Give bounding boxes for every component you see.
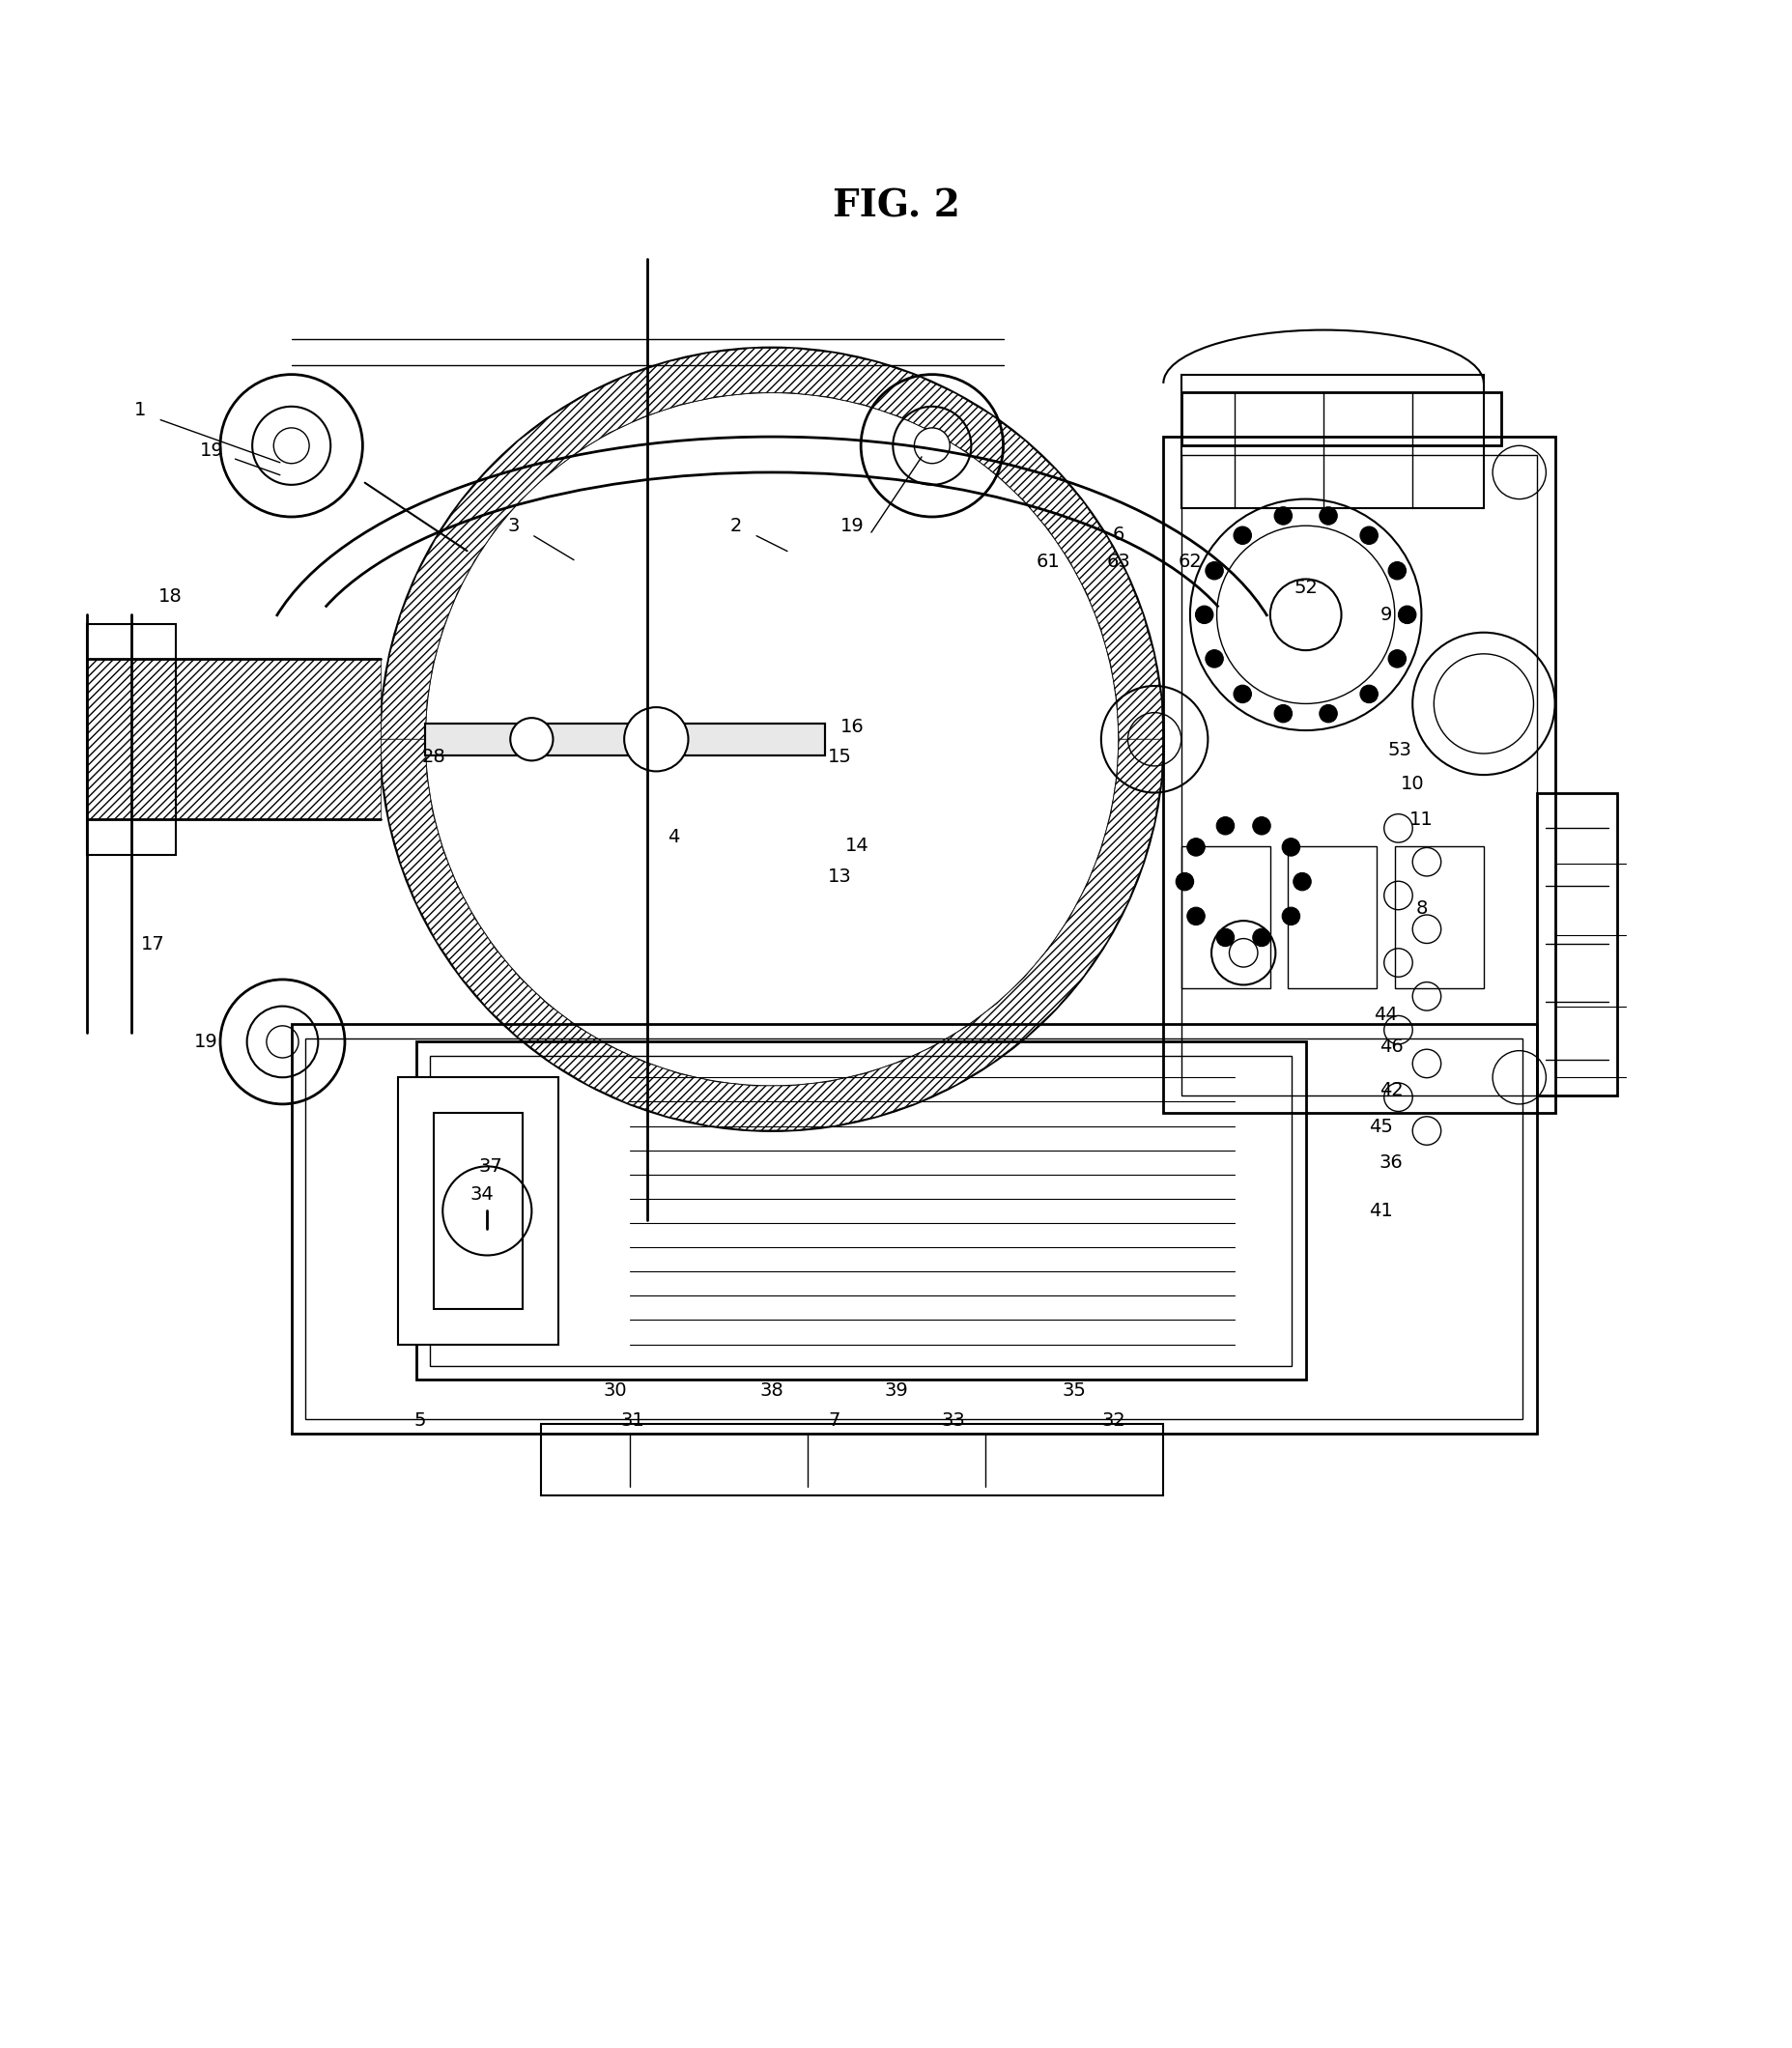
Text: 15: 15 [828,748,851,766]
Circle shape [1292,872,1310,891]
Circle shape [1176,872,1193,891]
Text: 28: 28 [421,748,446,766]
Circle shape [1215,928,1233,946]
Circle shape [267,1026,299,1059]
Bar [305,1038,1521,1419]
Text: 5: 5 [414,1411,425,1430]
Bar [1536,793,1616,1096]
Text: FIG. 2: FIG. 2 [831,188,961,225]
Text: 3: 3 [507,516,520,535]
Circle shape [1387,561,1405,580]
Text: 44: 44 [1373,1006,1398,1024]
Circle shape [1281,838,1299,856]
Text: 52: 52 [1294,580,1317,598]
Bar [86,623,176,854]
Circle shape [1195,606,1213,623]
Circle shape [511,719,552,760]
Text: 45: 45 [1367,1118,1392,1137]
Circle shape [634,719,677,760]
Circle shape [624,707,688,772]
Bar [1181,393,1500,446]
Text: 61: 61 [1036,553,1059,571]
Circle shape [1233,526,1251,545]
Text: 39: 39 [883,1382,909,1399]
Text: 8: 8 [1414,899,1426,918]
Text: 35: 35 [1063,1382,1086,1399]
Text: 11: 11 [1409,811,1432,829]
Text: 38: 38 [760,1382,783,1399]
Text: 4: 4 [668,827,679,846]
Text: 16: 16 [840,717,864,735]
Bar [1163,436,1554,1112]
Circle shape [1204,649,1222,668]
Bar [539,1425,1163,1495]
Circle shape [914,428,950,463]
Circle shape [1204,561,1222,580]
Text: 13: 13 [828,866,851,885]
Circle shape [1274,705,1292,723]
Polygon shape [86,659,380,819]
Text: 19: 19 [199,442,224,461]
Bar [1394,846,1484,989]
Polygon shape [380,739,1163,1130]
Bar [1181,455,1536,1096]
Circle shape [1253,928,1271,946]
Polygon shape [380,348,1163,739]
Text: 2: 2 [729,516,742,535]
Bar [1181,375,1484,508]
Text: 41: 41 [1367,1202,1392,1221]
Circle shape [1274,508,1292,524]
Circle shape [274,428,308,463]
Bar [430,1057,1290,1366]
Text: 17: 17 [140,934,165,952]
Bar [1181,846,1269,989]
Circle shape [1186,838,1204,856]
Text: 33: 33 [941,1411,964,1430]
Text: 63: 63 [1106,553,1131,571]
Circle shape [1233,686,1251,702]
Bar [416,1042,1305,1380]
Text: 46: 46 [1378,1038,1403,1057]
Text: 9: 9 [1380,606,1391,625]
Text: 31: 31 [620,1411,645,1430]
Text: 37: 37 [478,1157,502,1176]
Text: 42: 42 [1378,1081,1403,1100]
Bar [434,1112,523,1309]
Text: 19: 19 [840,516,864,535]
Circle shape [1281,907,1299,926]
Circle shape [1319,705,1337,723]
Text: 1: 1 [134,401,147,420]
Text: 19: 19 [194,1032,219,1051]
Text: 32: 32 [1100,1411,1125,1430]
Circle shape [1269,580,1340,651]
Text: 7: 7 [828,1411,840,1430]
Text: 10: 10 [1400,774,1423,793]
Text: 6: 6 [1113,526,1124,545]
Circle shape [1215,817,1233,836]
Text: 62: 62 [1177,553,1201,571]
Circle shape [1387,649,1405,668]
Bar [292,1024,1536,1434]
Bar [425,723,824,756]
Text: 14: 14 [844,838,869,856]
Bar [425,723,824,756]
Circle shape [1360,526,1378,545]
Circle shape [1319,508,1337,524]
Text: 34: 34 [470,1186,493,1204]
Text: 53: 53 [1387,741,1412,760]
Circle shape [1186,907,1204,926]
Circle shape [1398,606,1416,623]
Circle shape [1253,817,1271,836]
Text: 30: 30 [604,1382,627,1399]
Text: 18: 18 [158,588,183,606]
Bar [1287,846,1376,989]
Circle shape [1360,686,1378,702]
Bar [398,1077,557,1343]
Text: 36: 36 [1378,1153,1403,1171]
